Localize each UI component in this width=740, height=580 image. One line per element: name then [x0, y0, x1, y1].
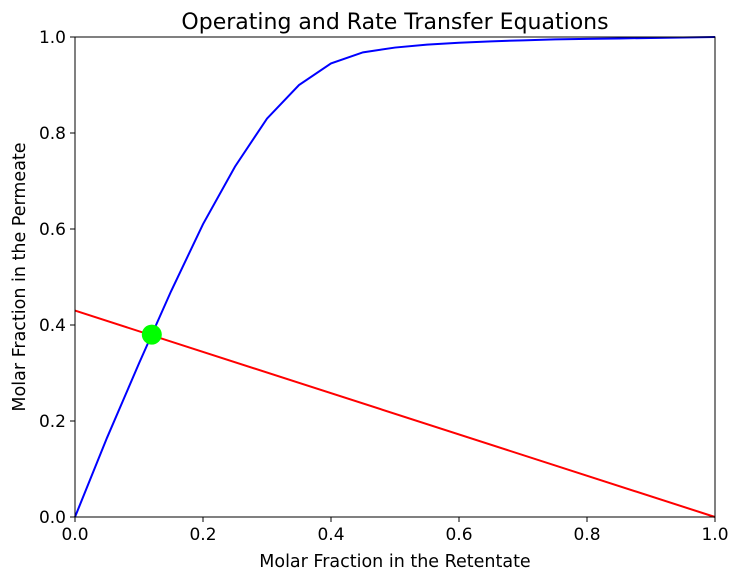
- series-line-0: [74, 36, 716, 518]
- y-tick-label-5: 1.0: [39, 28, 66, 48]
- y-tick-label-2: 0.4: [39, 316, 66, 336]
- y-tick-label-1: 0.2: [39, 412, 66, 432]
- x-tick-label-1: 0.2: [189, 525, 216, 545]
- x-tick-label-0: 0.0: [61, 525, 88, 545]
- plot-area: 0.0 0.2 0.4 0.6 0.8 1.0 0.0 0.2 0.4 0.6 0.8 1.0: [39, 28, 729, 545]
- x-tick-label-2: 0.4: [317, 525, 344, 545]
- series-line-1: [74, 309, 716, 518]
- intersection-marker-0: [141, 324, 162, 345]
- x-axis-label: Molar Fraction in the Retentate: [259, 552, 530, 572]
- x-tick-label-5: 1.0: [701, 525, 728, 545]
- x-tick-label-4: 0.8: [573, 525, 600, 545]
- chart-title: Operating and Rate Transfer Equations: [181, 10, 608, 35]
- y-tick-label-4: 0.8: [39, 124, 66, 144]
- y-axis-label: Molar Fraction in the Permeate: [10, 142, 30, 411]
- y-tick-label-3: 0.6: [39, 220, 66, 240]
- y-tick-label-0: 0.0: [39, 508, 66, 528]
- plot-frame: [74, 36, 716, 518]
- x-tick-label-3: 0.6: [445, 525, 472, 545]
